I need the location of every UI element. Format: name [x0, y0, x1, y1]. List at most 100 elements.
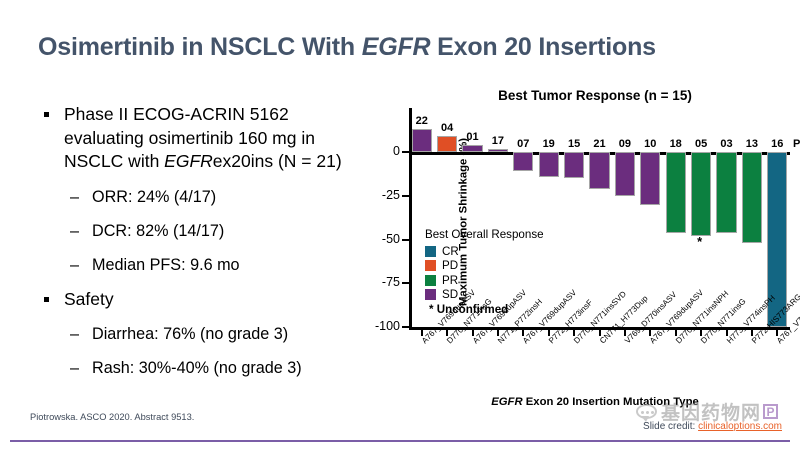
patient-id-label: 10 [644, 138, 657, 150]
bar-patient-17 [487, 148, 509, 152]
x-tick [776, 329, 779, 336]
square-bullet-icon [44, 112, 49, 117]
bullet-pfs: – Median PFS: 9.6 mo [40, 255, 360, 276]
patient-id-label: 22 [415, 115, 428, 128]
y-tick [402, 151, 409, 153]
patient-id-label: 18 [669, 138, 682, 150]
dash-bullet-icon: – [70, 187, 80, 206]
x-tick [547, 329, 550, 336]
patient-id-label: 19 [542, 138, 555, 150]
bullet-safety: Safety [40, 288, 360, 312]
bullet-study-design-post: ex20ins (N = 21) [212, 151, 342, 171]
slide-credit-link[interactable]: clinicaloptions.com [698, 421, 782, 432]
y-tick-label: -100 [374, 319, 400, 333]
patient-id-label: 03 [720, 138, 733, 150]
legend-item-label: PD [442, 259, 459, 273]
legend-item-PR: PR [425, 273, 544, 288]
y-axis-line [409, 108, 412, 327]
unconfirmed-marker: * [697, 234, 703, 249]
bullet-orr: – ORR: 24% (4/17) [40, 187, 360, 208]
patient-axis-label: Patient [793, 138, 800, 150]
bullet-study-design-pre: Phase II ECOG-ACRIN 5162 evaluating osim… [64, 104, 315, 171]
legend-swatch-icon [425, 289, 436, 301]
legend-item-CR: CR [425, 244, 544, 259]
x-axis-label: EGFR Exon 20 Insertion Mutation Type [425, 396, 765, 408]
patient-id-label: 21 [593, 138, 606, 150]
bullet-dcr: – DCR: 82% (14/17) [40, 221, 360, 242]
bar-patient-13 [741, 152, 763, 243]
bullet-rash-label: Rash: 30%-40% (no grade 3) [92, 359, 302, 377]
bullet-pfs-label: Median PFS: 9.6 mo [92, 255, 240, 274]
x-tick [496, 329, 499, 336]
patient-id-label: 09 [618, 138, 632, 150]
legend-item-label: SD [442, 288, 459, 302]
x-tick [471, 329, 474, 336]
patient-id-label: 13 [745, 138, 759, 150]
legend: Best Overall Response CR PD PR SD * Unconfi… [425, 228, 544, 316]
x-tick [725, 329, 728, 336]
bullet-dcr-label: DCR: 82% (14/17) [92, 221, 225, 240]
y-tick-label: -25 [381, 187, 400, 202]
legend-item-label: PR [442, 273, 459, 287]
bullet-study-design: Phase II ECOG-ACRIN 5162 evaluating osim… [40, 103, 360, 174]
dash-bullet-icon: – [70, 359, 80, 377]
slide-credit-prefix: Slide credit: [643, 421, 699, 432]
patient-id-label: 16 [771, 138, 784, 150]
x-tick [522, 329, 525, 336]
patient-id-label: 01 [466, 131, 479, 143]
source-citation: Piotrowska. ASCO 2020. Abstract 9513. [30, 412, 195, 422]
x-tick [623, 329, 626, 336]
legend-item-PD: PD [425, 259, 544, 274]
bar-patient-01 [462, 145, 483, 152]
x-tick [420, 329, 423, 336]
bar-patient-09 [614, 152, 636, 196]
bar-patient-16 [767, 152, 788, 327]
bullet-diarrhea-label: Diarrhea: 76% (no grade 3) [92, 325, 289, 343]
square-bullet-icon [44, 296, 49, 302]
bullet-orr-label: ORR: 24% (4/17) [92, 187, 217, 206]
y-tick [402, 194, 409, 197]
waterfall-chart: Best Tumor Response (n = 15) Maximum Tum… [365, 88, 800, 408]
legend-items: CR PD PR SD [425, 244, 544, 302]
x-tick [649, 329, 652, 336]
patient-id-label: 15 [567, 138, 581, 150]
y-tick-label: 0 [393, 144, 400, 158]
chart-title: Best Tumor Response (n = 15) [498, 88, 692, 103]
x-tick [700, 329, 703, 336]
footer-divider [10, 440, 790, 442]
x-tick [446, 329, 449, 336]
y-tick [402, 282, 409, 285]
bar-patient-21 [589, 152, 610, 189]
bar-patient-05 [690, 152, 712, 236]
page-title-part2: Exon 20 Insertions [430, 33, 656, 61]
bar-patient-07 [513, 152, 534, 172]
y-tick-label: -75 [381, 275, 400, 290]
x-tick [750, 329, 753, 336]
bar-patient-04 [436, 136, 458, 152]
bullet-rash: – Rash: 30%-40% (no grade 3) [40, 358, 360, 379]
plot-area: 0 -25 -50 -75 -100 22 04 01 17 07 19 15 21 09 10 18 05 *… [375, 108, 800, 345]
x-tick [573, 329, 576, 336]
patient-id-label: 05 [694, 138, 708, 150]
bullet-diarrhea: – Diarrhea: 76% (no grade 3) [40, 324, 360, 345]
legend-item-SD: SD [425, 288, 544, 303]
patient-id-label: 17 [491, 134, 505, 147]
legend-title: Best Overall Response [425, 228, 544, 241]
page-title: Osimertinib in NSCLC With EGFR Exon 20 I… [38, 33, 656, 62]
legend-swatch-icon [425, 260, 436, 272]
x-axis-label-rest: Exon 20 Insertion Mutation Type [522, 396, 699, 408]
bullet-safety-label: Safety [64, 288, 114, 309]
legend-swatch-icon [425, 274, 436, 286]
bar-patient-15 [563, 152, 585, 179]
legend-note: * Unconfirmed [429, 303, 509, 316]
x-axis-line [409, 327, 790, 330]
x-tick-label: D770_N771insG [699, 296, 748, 346]
x-axis-label-gene: EGFR [491, 396, 523, 408]
bullet-study-design-gene: EGFR [164, 151, 213, 171]
legend-swatch-icon [425, 245, 436, 257]
y-tick-label: -50 [381, 231, 400, 246]
bar-patient-03 [716, 152, 737, 233]
bar-patient-18 [665, 152, 686, 233]
legend-item-label: CR [442, 244, 459, 258]
patient-id-label: 04 [440, 122, 454, 135]
